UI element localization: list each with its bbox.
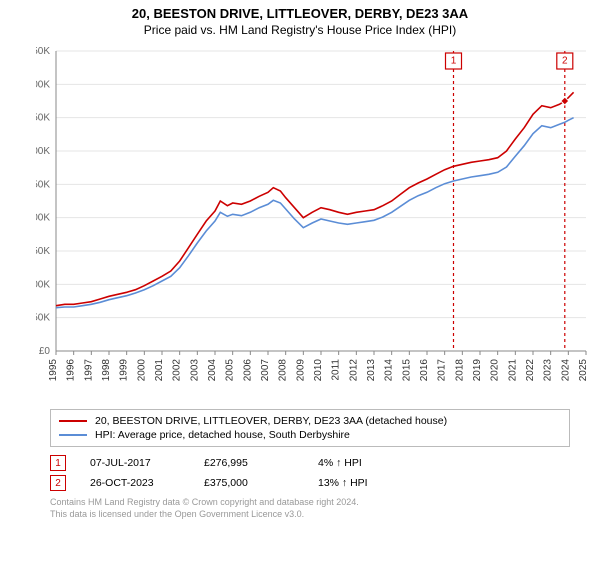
svg-text:2002: 2002 [172, 359, 183, 382]
sale-price: £375,000 [204, 477, 294, 489]
svg-text:1998: 1998 [101, 359, 112, 382]
legend-item: HPI: Average price, detached house, Sout… [59, 428, 561, 442]
chart-subtitle: Price paid vs. HM Land Registry's House … [0, 23, 600, 37]
svg-text:2000: 2000 [136, 359, 147, 382]
sale-number-box: 1 [50, 455, 66, 471]
footer-line-2: This data is licensed under the Open Gov… [50, 509, 570, 521]
svg-text:2004: 2004 [207, 359, 218, 382]
svg-text:£150K: £150K [36, 246, 50, 257]
svg-text:2011: 2011 [331, 359, 342, 381]
svg-text:2016: 2016 [419, 359, 430, 382]
svg-text:£50K: £50K [36, 313, 50, 324]
svg-text:1999: 1999 [119, 359, 130, 382]
line-chart: £0 £50K £100K £150K £200K £250K £300K £350K £400… [36, 41, 596, 401]
svg-text:2021: 2021 [507, 359, 518, 382]
legend-label: HPI: Average price, detached house, Sout… [95, 429, 350, 441]
chart-area: £0 £50K £100K £150K £200K £250K £300K £350K £400… [36, 41, 596, 401]
svg-text:2022: 2022 [525, 359, 536, 382]
svg-text:2010: 2010 [313, 359, 324, 382]
legend-swatch [59, 420, 87, 422]
svg-text:2018: 2018 [454, 359, 465, 382]
sale-row: 2 26-OCT-2023 £375,000 13% ↑ HPI [50, 473, 570, 493]
svg-text:1995: 1995 [48, 359, 59, 382]
svg-text:2015: 2015 [401, 359, 412, 382]
svg-text:2006: 2006 [242, 359, 253, 382]
svg-text:£350K: £350K [36, 113, 50, 124]
svg-text:£400K: £400K [36, 79, 50, 90]
svg-text:2012: 2012 [348, 359, 359, 382]
svg-text:2009: 2009 [295, 359, 306, 382]
legend-label: 20, BEESTON DRIVE, LITTLEOVER, DERBY, DE… [95, 415, 447, 427]
sale-delta: 13% ↑ HPI [318, 477, 408, 489]
svg-text:1: 1 [451, 56, 457, 67]
svg-text:2024: 2024 [560, 359, 571, 382]
sale-price: £276,995 [204, 457, 294, 469]
svg-text:2007: 2007 [260, 359, 271, 382]
footer: Contains HM Land Registry data © Crown c… [50, 497, 570, 520]
sale-number-box: 2 [50, 475, 66, 491]
svg-text:2013: 2013 [366, 359, 377, 382]
sale-row: 1 07-JUL-2017 £276,995 4% ↑ HPI [50, 453, 570, 473]
svg-text:£200K: £200K [36, 213, 50, 224]
svg-text:£300K: £300K [36, 146, 50, 157]
svg-text:£0: £0 [39, 346, 51, 357]
svg-text:2017: 2017 [437, 359, 448, 382]
svg-text:2005: 2005 [225, 359, 236, 382]
sale-date: 07-JUL-2017 [90, 457, 180, 469]
legend: 20, BEESTON DRIVE, LITTLEOVER, DERBY, DE… [50, 409, 570, 447]
svg-text:2014: 2014 [384, 359, 395, 382]
svg-text:£450K: £450K [36, 46, 50, 57]
svg-text:£100K: £100K [36, 279, 50, 290]
svg-text:2019: 2019 [472, 359, 483, 382]
svg-text:1996: 1996 [66, 359, 77, 382]
legend-item: 20, BEESTON DRIVE, LITTLEOVER, DERBY, DE… [59, 414, 561, 428]
svg-text:2001: 2001 [154, 359, 165, 382]
svg-text:2003: 2003 [189, 359, 200, 382]
sale-delta: 4% ↑ HPI [318, 457, 408, 469]
svg-text:£250K: £250K [36, 179, 50, 190]
svg-text:2023: 2023 [543, 359, 554, 382]
svg-text:2008: 2008 [278, 359, 289, 382]
svg-text:2025: 2025 [578, 359, 589, 382]
sales-table: 1 07-JUL-2017 £276,995 4% ↑ HPI 2 26-OCT-2023… [50, 453, 570, 493]
svg-text:2020: 2020 [490, 359, 501, 382]
footer-line-1: Contains HM Land Registry data © Crown c… [50, 497, 570, 509]
svg-text:2: 2 [562, 56, 568, 67]
legend-swatch [59, 434, 87, 436]
svg-text:1997: 1997 [83, 359, 94, 382]
chart-title: 20, BEESTON DRIVE, LITTLEOVER, DERBY, DE… [0, 6, 600, 21]
sale-date: 26-OCT-2023 [90, 477, 180, 489]
